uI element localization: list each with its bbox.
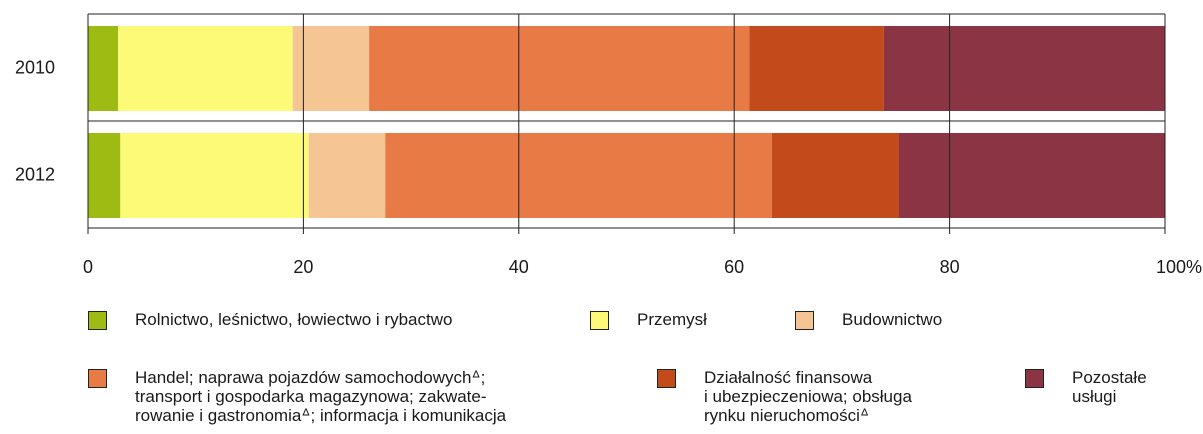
y-tick-label: 2012 (15, 164, 55, 184)
legend-item: Pozostałe usługi (1025, 368, 1147, 406)
legend-label: Pozostałe usługi (1072, 368, 1147, 406)
bar-segment (308, 133, 386, 218)
legend-label: Budownictwo (842, 310, 943, 329)
legend-label: Działalność finansowa i ubezpieczeniowa;… (704, 368, 912, 425)
y-tick-label: 2010 (15, 57, 55, 77)
legend-swatch (88, 311, 107, 330)
legend-label: Przemysł (637, 310, 707, 329)
legend-item: Przemysł (590, 310, 707, 330)
legend-swatch (590, 311, 609, 330)
legend-label: Handel; naprawa pojazdów samochodowychᐞ;… (135, 368, 507, 425)
bar-segment (898, 133, 1165, 218)
legend-swatch (795, 311, 814, 330)
bar-segment (292, 26, 370, 111)
legend-swatch (1025, 369, 1044, 388)
x-tick-label: 40 (509, 257, 529, 277)
x-tick-label: 100% (1156, 257, 1202, 277)
bar-segment (369, 26, 750, 111)
bar-segment (88, 133, 121, 218)
legend-item: Budownictwo (795, 310, 942, 330)
bar-segment (749, 26, 884, 111)
plot: 2010 2012 0 20 40 60 80 100% (15, 13, 1202, 277)
legend-item: Rolnictwo, leśnictwo, łowiectwo i rybact… (88, 310, 452, 330)
x-tick-label: 20 (293, 257, 313, 277)
x-tick-label: 60 (724, 257, 744, 277)
bar-segment (883, 26, 1165, 111)
bar-segment (88, 26, 119, 111)
x-tick-label: 0 (83, 257, 93, 277)
bar-segment (771, 133, 899, 218)
bar-segment (385, 133, 772, 218)
legend-label: Rolnictwo, leśnictwo, łowiectwo i rybact… (135, 310, 453, 329)
legend-item: Handel; naprawa pojazdów samochodowychᐞ;… (88, 368, 506, 425)
legend-item: Działalność finansowa i ubezpieczeniowa;… (657, 368, 912, 425)
legend-swatch (657, 369, 676, 388)
x-tick-label: 80 (940, 257, 960, 277)
bar-segment (120, 133, 309, 218)
bar-segment (118, 26, 293, 111)
legend-swatch (88, 369, 107, 388)
